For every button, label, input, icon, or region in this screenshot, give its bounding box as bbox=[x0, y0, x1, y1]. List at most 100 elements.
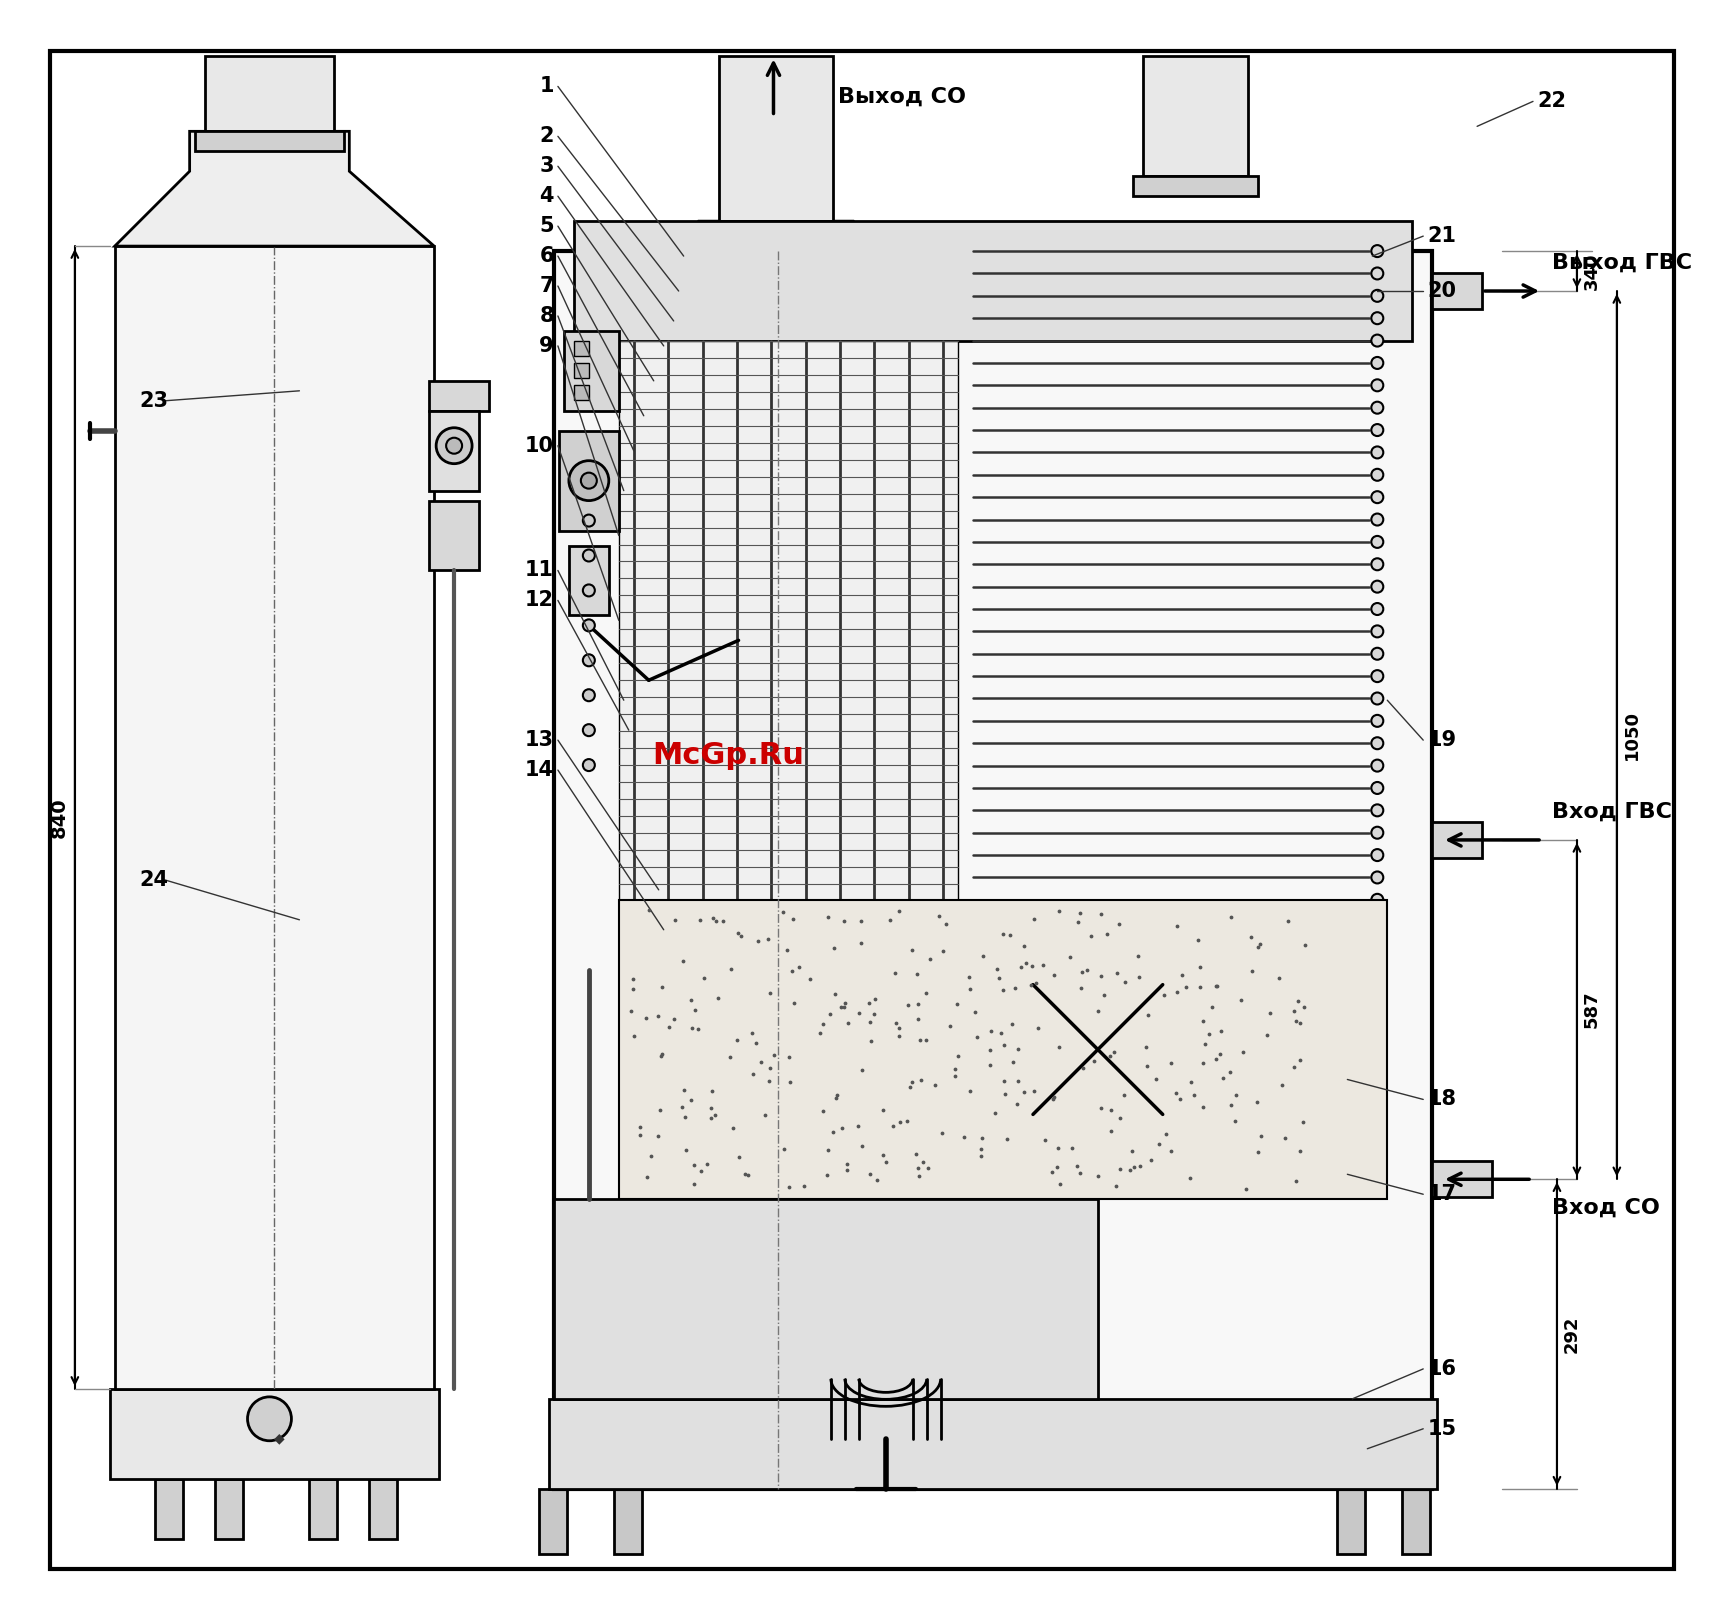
Point bbox=[991, 1032, 1019, 1058]
Point bbox=[1057, 943, 1085, 969]
Point bbox=[1005, 1068, 1033, 1094]
Circle shape bbox=[582, 619, 594, 632]
Point bbox=[680, 1171, 708, 1197]
Point bbox=[756, 980, 784, 1006]
Point bbox=[831, 909, 858, 935]
Text: 10: 10 bbox=[525, 436, 554, 455]
Point bbox=[1247, 1123, 1275, 1149]
Circle shape bbox=[1371, 603, 1383, 616]
Point bbox=[936, 1012, 964, 1038]
Point bbox=[1043, 1153, 1071, 1179]
Bar bbox=[618, 899, 1387, 1199]
Point bbox=[796, 966, 824, 991]
Bar bbox=[370, 1479, 397, 1539]
Text: 15: 15 bbox=[1427, 1419, 1456, 1439]
Circle shape bbox=[1371, 245, 1383, 258]
Point bbox=[1119, 1139, 1147, 1165]
Point bbox=[1121, 1153, 1148, 1179]
Point bbox=[1097, 1097, 1124, 1123]
Point bbox=[1186, 954, 1214, 980]
Circle shape bbox=[1371, 648, 1383, 659]
Point bbox=[1237, 925, 1264, 951]
Point bbox=[822, 982, 850, 1008]
Text: 6: 6 bbox=[539, 246, 554, 266]
Point bbox=[1072, 957, 1100, 983]
Point bbox=[905, 1163, 933, 1189]
Point bbox=[1195, 1021, 1223, 1047]
Point bbox=[717, 1043, 744, 1069]
Point bbox=[905, 1006, 933, 1032]
Point bbox=[1105, 1105, 1133, 1131]
Point bbox=[760, 1042, 788, 1068]
Point bbox=[1190, 1050, 1218, 1076]
Point bbox=[1280, 1055, 1307, 1081]
Bar bbox=[554, 1199, 1098, 1398]
Text: 21: 21 bbox=[1427, 227, 1456, 246]
Point bbox=[1097, 1118, 1124, 1144]
Point bbox=[1173, 974, 1200, 1000]
Point bbox=[1233, 1176, 1261, 1202]
Point bbox=[1005, 1035, 1033, 1061]
Point bbox=[846, 907, 874, 933]
Point bbox=[1243, 1089, 1271, 1115]
Text: 12: 12 bbox=[525, 590, 554, 611]
Point bbox=[1043, 1136, 1071, 1162]
Point bbox=[725, 1144, 753, 1170]
Point bbox=[1221, 1108, 1249, 1134]
Point bbox=[755, 1068, 782, 1094]
Point bbox=[1207, 1042, 1235, 1068]
Point bbox=[1088, 901, 1116, 927]
Circle shape bbox=[582, 688, 594, 701]
Point bbox=[632, 1004, 660, 1030]
Point bbox=[810, 1011, 838, 1037]
Text: 1050: 1050 bbox=[1623, 710, 1641, 760]
Circle shape bbox=[1371, 536, 1383, 548]
Point bbox=[910, 1150, 938, 1176]
Point bbox=[1021, 1077, 1048, 1103]
Bar bbox=[565, 330, 618, 411]
Point bbox=[886, 899, 914, 925]
Point bbox=[1093, 922, 1121, 948]
Point bbox=[1150, 982, 1178, 1008]
Point bbox=[962, 998, 990, 1024]
Point bbox=[984, 966, 1012, 991]
Point bbox=[1245, 931, 1273, 957]
Text: 3: 3 bbox=[539, 156, 554, 177]
Bar bbox=[155, 1479, 183, 1539]
Bar bbox=[710, 222, 841, 240]
Point bbox=[779, 957, 807, 983]
Point bbox=[724, 1027, 751, 1053]
Point bbox=[775, 1174, 803, 1200]
Point bbox=[967, 1124, 995, 1150]
Point bbox=[813, 1137, 841, 1163]
Point bbox=[807, 1021, 834, 1047]
Point bbox=[1238, 959, 1266, 985]
Text: 24: 24 bbox=[140, 870, 169, 889]
Point bbox=[661, 907, 689, 933]
Point bbox=[1283, 1008, 1311, 1034]
Point bbox=[1041, 962, 1069, 988]
Point bbox=[1007, 954, 1034, 980]
Point bbox=[744, 928, 772, 954]
Text: 19: 19 bbox=[1427, 731, 1456, 750]
Point bbox=[1086, 964, 1114, 990]
Point bbox=[990, 1068, 1017, 1094]
Point bbox=[1059, 1136, 1086, 1162]
Point bbox=[983, 956, 1010, 982]
Circle shape bbox=[1371, 468, 1383, 481]
Point bbox=[1190, 1095, 1218, 1121]
Point bbox=[1216, 1059, 1243, 1085]
Circle shape bbox=[582, 724, 594, 735]
Bar bbox=[1432, 821, 1482, 859]
Point bbox=[827, 1115, 855, 1140]
Point bbox=[1045, 1034, 1072, 1059]
Circle shape bbox=[1371, 335, 1383, 347]
Point bbox=[1269, 1072, 1297, 1098]
Bar bbox=[573, 340, 589, 356]
Circle shape bbox=[1371, 872, 1383, 883]
Circle shape bbox=[580, 473, 598, 489]
Point bbox=[876, 907, 903, 933]
Point bbox=[772, 936, 800, 962]
Point bbox=[1281, 998, 1309, 1024]
Point bbox=[1079, 1048, 1107, 1074]
